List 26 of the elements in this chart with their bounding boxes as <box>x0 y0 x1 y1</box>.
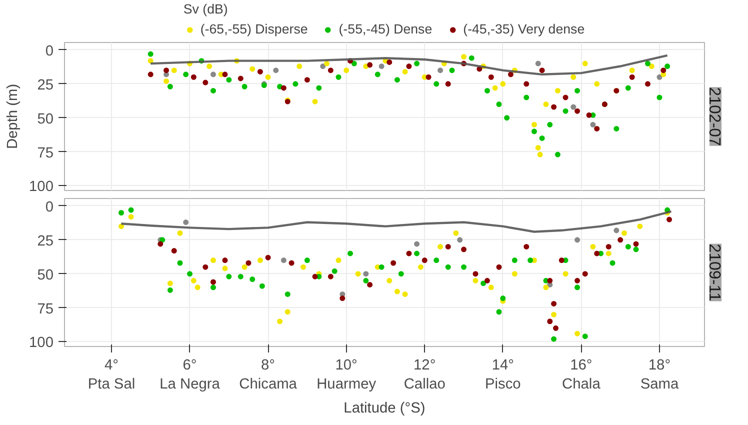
x-tick-label: 18° Sama <box>640 358 680 393</box>
legend-label: (-65,-55) Disperse <box>200 22 308 36</box>
y-tick-label: 75 <box>37 301 54 318</box>
y-tick-label: 50 <box>37 267 54 284</box>
y-tick-label: 0 <box>45 43 54 60</box>
legend-title: Sv (dB) <box>183 2 229 16</box>
legend-label: (-45,-35) Very dense <box>463 22 585 36</box>
y-axis-title: Depth (m) <box>5 84 22 150</box>
x-tick-label: 12° Callao <box>404 358 446 393</box>
y-tick-label: 25 <box>37 77 54 94</box>
legend-label: (-55,-45) Dense <box>338 22 432 36</box>
y-tick-label: 100 <box>29 335 54 352</box>
x-tick-label: 6° La Negra <box>160 358 221 393</box>
text: 2102-07 <box>706 87 722 146</box>
y-tick-label: 75 <box>37 145 54 162</box>
text: 2109-11 <box>706 244 722 302</box>
x-tick-label: 4° Pta Sal <box>88 358 136 393</box>
x-tick-label: 16° Chala <box>562 358 602 393</box>
x-axis-title: Latitude (°S) <box>344 400 426 417</box>
y-tick-label: 0 <box>45 199 54 216</box>
x-tick-label: 14° Pisco <box>484 358 521 393</box>
x-tick-label: 8° Chicama <box>239 358 298 393</box>
y-tick-label: 100 <box>29 179 54 196</box>
x-tick-label: 10° Huarmey <box>316 358 377 393</box>
y-tick-label: 50 <box>37 111 54 128</box>
y-tick-label: 25 <box>37 233 54 250</box>
